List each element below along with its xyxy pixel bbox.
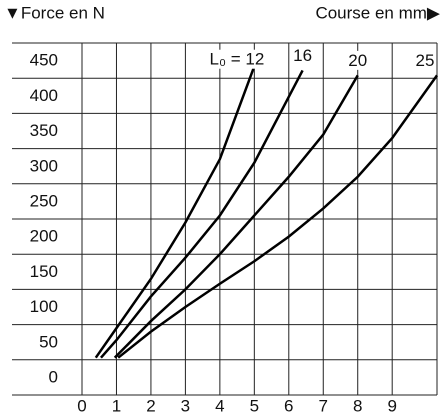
y-tick-label: 450 (30, 51, 58, 70)
x-tick-label: 9 (387, 396, 396, 415)
annotation: L₀ = 12 (210, 50, 265, 69)
y-axis-label: ▼Force en N (4, 3, 105, 22)
x-tick-label: 5 (250, 396, 259, 415)
y-tick-label: 400 (30, 86, 58, 105)
line (117, 74, 439, 359)
x-tick-label: 4 (215, 396, 224, 415)
line (113, 74, 359, 359)
y-tick-label: 100 (30, 297, 58, 316)
annotation: 20 (348, 51, 367, 70)
x-axis-label: Course en mm▶ (315, 3, 440, 22)
y-tick-label: 350 (30, 121, 58, 140)
annotation-bg (413, 50, 437, 70)
x-tick-label: 6 (284, 396, 293, 415)
y-tick-label: 50 (39, 332, 58, 351)
annotation: 16 (293, 46, 312, 65)
y-tick-label: 150 (30, 262, 58, 281)
annotation: 25 (416, 51, 435, 70)
x-tick-label: 1 (112, 396, 121, 415)
y-tick-label: 300 (30, 156, 58, 175)
y-tick-label: 200 (30, 227, 58, 246)
line (94, 65, 256, 359)
annotation-bg (291, 45, 315, 65)
y-tick-label: 250 (30, 191, 58, 210)
x-tick-label: 3 (181, 396, 190, 415)
annotation-bg (346, 50, 370, 70)
x-tick-label: 7 (319, 396, 328, 415)
x-tick-label: 0 (77, 396, 86, 415)
y-tick-label: 0 (49, 367, 58, 386)
annotation-bg (207, 49, 267, 69)
x-tick-label: 2 (146, 396, 155, 415)
line (100, 69, 304, 359)
x-tick-label: 8 (353, 396, 362, 415)
